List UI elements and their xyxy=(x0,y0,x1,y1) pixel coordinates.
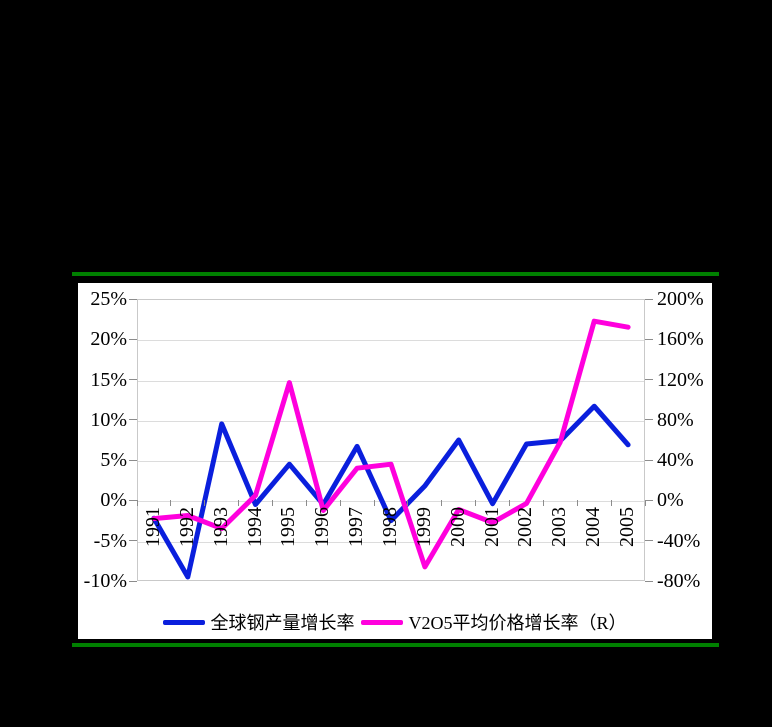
x-axis-tick xyxy=(170,500,172,507)
x-axis-label: 1994 xyxy=(243,507,266,548)
top-accent-bar xyxy=(72,272,719,276)
x-axis-label: 1991 xyxy=(141,507,164,548)
x-axis-tick xyxy=(576,500,578,507)
series-lines-svg xyxy=(151,318,631,580)
y-axis-label-right: 80% xyxy=(657,408,694,431)
legend-swatch xyxy=(361,619,404,625)
gridline xyxy=(138,420,644,422)
x-axis-label: 1993 xyxy=(209,507,232,548)
y-axis-label-left: 20% xyxy=(90,328,127,351)
y-axis-label-left: 5% xyxy=(100,449,127,472)
right-axis-tick xyxy=(645,459,653,461)
y-axis-label-left: 25% xyxy=(90,288,127,310)
legend-item: V2O5平均价格增长率（R） xyxy=(361,609,627,635)
y-axis-label-right: -40% xyxy=(657,529,701,552)
left-axis-tick xyxy=(129,379,137,381)
chart-panel: 全球钢产量增长率 V2O5平均价格增长率（R） 25% 200% 20% 160% 15%… xyxy=(78,283,712,639)
legend-swatch xyxy=(163,619,206,625)
x-axis-tick xyxy=(441,500,443,507)
left-axis-tick xyxy=(129,499,137,501)
gridline xyxy=(138,541,644,543)
x-axis-tick xyxy=(475,500,477,507)
y-axis-label-right: 160% xyxy=(657,328,704,351)
x-axis-tick xyxy=(407,500,409,507)
x-axis-label: 2001 xyxy=(480,507,503,548)
gridline xyxy=(138,380,644,382)
right-axis-tick xyxy=(645,338,653,340)
left-axis-tick xyxy=(129,459,137,461)
bottom-accent-bar xyxy=(72,643,719,647)
x-axis-tick xyxy=(542,500,544,507)
x-axis-label: 1995 xyxy=(277,507,300,548)
x-axis-label: 2005 xyxy=(616,507,639,548)
right-axis-tick xyxy=(645,379,653,381)
x-axis-label: 1996 xyxy=(311,507,334,548)
series-line-1 xyxy=(151,318,631,570)
left-axis-tick xyxy=(129,580,137,582)
x-axis-tick xyxy=(271,500,273,507)
x-axis-tick xyxy=(204,500,206,507)
y-axis-label-left: 15% xyxy=(90,368,127,391)
left-axis-tick xyxy=(129,298,137,300)
right-axis-tick xyxy=(645,298,653,300)
gridline xyxy=(138,461,644,463)
left-axis-tick xyxy=(129,540,137,542)
x-axis-tick xyxy=(373,500,375,507)
y-axis-label-right: 200% xyxy=(657,288,704,310)
x-axis-tick xyxy=(305,500,307,507)
x-axis-tick xyxy=(610,500,612,507)
x-axis-tick xyxy=(644,500,646,507)
left-axis-tick xyxy=(129,338,137,340)
right-axis-tick xyxy=(645,499,653,501)
x-axis-label: 2003 xyxy=(548,507,571,548)
gridline xyxy=(138,340,644,342)
y-axis-label-right: 0% xyxy=(657,489,684,512)
x-axis-tick xyxy=(136,500,138,507)
x-axis-tick xyxy=(238,500,240,507)
legend: 全球钢产量增长率 V2O5平均价格增长率（R） xyxy=(78,609,712,635)
x-axis-label: 1992 xyxy=(175,507,198,548)
x-axis-label: 1998 xyxy=(379,507,401,548)
y-axis-label-left: 0% xyxy=(100,489,127,512)
y-axis-label-right: 40% xyxy=(657,449,694,472)
right-axis-tick xyxy=(645,580,653,582)
gridline xyxy=(138,501,644,503)
x-axis-label: 1997 xyxy=(345,507,368,548)
x-axis-label: 1999 xyxy=(412,507,435,548)
right-axis-tick xyxy=(645,540,653,542)
y-axis-label-left: -5% xyxy=(93,529,127,552)
x-axis-tick xyxy=(509,500,511,507)
legend-label: V2O5平均价格增长率（R） xyxy=(408,613,627,633)
legend-item: 全球钢产量增长率 xyxy=(163,609,354,635)
legend-label: 全球钢产量增长率 xyxy=(210,613,355,633)
x-axis-label: 2000 xyxy=(446,507,469,548)
y-axis-label-right: -80% xyxy=(657,570,701,592)
series-line-0 xyxy=(151,403,631,580)
x-axis-tick xyxy=(339,500,341,507)
left-axis-tick xyxy=(129,419,137,421)
y-axis-label-right: 120% xyxy=(657,368,704,391)
x-axis-label: 2002 xyxy=(514,507,537,548)
right-axis-tick xyxy=(645,419,653,421)
y-axis-label-left: -10% xyxy=(83,570,127,592)
y-axis-label-left: 10% xyxy=(90,408,127,431)
x-axis-label: 2004 xyxy=(582,507,605,548)
